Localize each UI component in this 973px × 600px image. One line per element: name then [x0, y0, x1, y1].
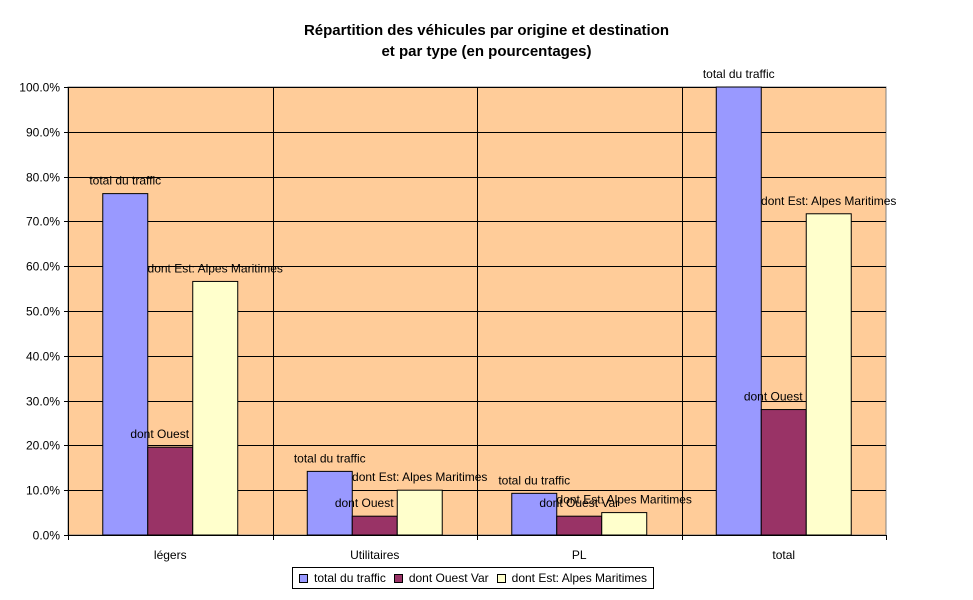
data-label-dont-ouest-var-total: dont Ouest Var [744, 390, 824, 404]
data-label-total-du-traffic-total: total du traffic [703, 67, 775, 81]
x-tick-label-legers: légers [154, 548, 187, 562]
legend-item-total-du-traffic: total du traffic [299, 571, 386, 585]
y-tick-label: 60.0% [26, 260, 60, 274]
bar-dont-ouest-var-total [760, 409, 807, 536]
x-tick-label-utilitaires: Utilitaires [350, 548, 399, 562]
chart-title: Répartition des véhicules par origine et… [0, 20, 973, 62]
y-tick-label: 80.0% [26, 171, 60, 185]
legend-label-dont-ouest-var: dont Ouest Var [408, 571, 489, 585]
bar-dont-ouest-var-legers [147, 446, 194, 536]
legend-swatch-total-du-traffic [299, 573, 308, 583]
chart-title-line-2: et par type (en pourcentages) [381, 43, 592, 60]
data-label-dont-est-alpes-maritimes-utilitaires: dont Est: Alpes Maritimes [352, 470, 487, 484]
legend: total du traffic dont Ouest Var dont Est… [292, 567, 655, 589]
data-label-dont-ouest-var-utilitaires: dont Ouest Var [335, 496, 415, 510]
bar-total-du-traffic-legers [102, 193, 149, 536]
legend-item-dont-ouest-var: dont Ouest Var [393, 571, 489, 585]
legend-item-dont-est-alpes-maritimes: dont Est: Alpes Maritimes [496, 571, 648, 585]
data-label-dont-est-alpes-maritimes-total: dont Est: Alpes Maritimes [761, 194, 896, 208]
bar-dont-ouest-var-pl [556, 515, 603, 536]
bar-total-du-traffic-total [715, 86, 762, 536]
bar-dont-ouest-var-utilitaires [351, 515, 398, 536]
bar-total-du-traffic-pl [511, 492, 558, 536]
bar-dont-est-alpes-maritimes-total [805, 213, 852, 536]
y-tick-label: 0.0% [33, 529, 61, 543]
legend-swatch-dont-est-alpes-maritimes [496, 573, 506, 583]
bar-dont-est-alpes-maritimes-pl [601, 512, 648, 536]
y-tick-label: 20.0% [26, 439, 60, 453]
chart-title-line-1: Répartition des véhicules par origine et… [303, 22, 670, 39]
data-label-total-du-traffic-legers: total du traffic [89, 174, 161, 188]
x-tick-label-pl: PL [572, 548, 587, 562]
legend-label-dont-est-alpes-maritimes: dont Est: Alpes Maritimes [511, 571, 648, 585]
y-tick-label: 10.0% [26, 484, 60, 498]
y-tick-label: 70.0% [26, 215, 60, 229]
y-tick-label: 30.0% [26, 395, 60, 409]
data-label-total-du-traffic-pl: total du traffic [498, 473, 570, 487]
y-tick-label: 90.0% [26, 126, 60, 140]
legend-swatch-dont-ouest-var [393, 573, 403, 583]
data-label-dont-ouest-var-legers: dont Ouest Var [130, 427, 210, 441]
legend-label-total-du-traffic: total du traffic [314, 571, 386, 585]
data-label-dont-est-alpes-maritimes-legers: dont Est: Alpes Maritimes [148, 261, 283, 275]
y-tick-label: 40.0% [26, 350, 60, 364]
x-tick-label-total: total [772, 548, 795, 562]
bar-total-du-traffic-utilitaires [306, 470, 353, 536]
bar-dont-est-alpes-maritimes-utilitaires [396, 489, 443, 536]
bar-dont-est-alpes-maritimes-legers [192, 280, 239, 536]
y-tick-label: 100.0% [19, 81, 60, 95]
data-label-dont-est-alpes-maritimes-pl: dont Est: Alpes Maritimes [557, 493, 692, 507]
y-tick-label: 50.0% [26, 305, 60, 319]
data-label-total-du-traffic-utilitaires: total du traffic [294, 451, 366, 465]
data-label-dont-ouest-var-pl: dont Ouest Var [539, 496, 619, 510]
